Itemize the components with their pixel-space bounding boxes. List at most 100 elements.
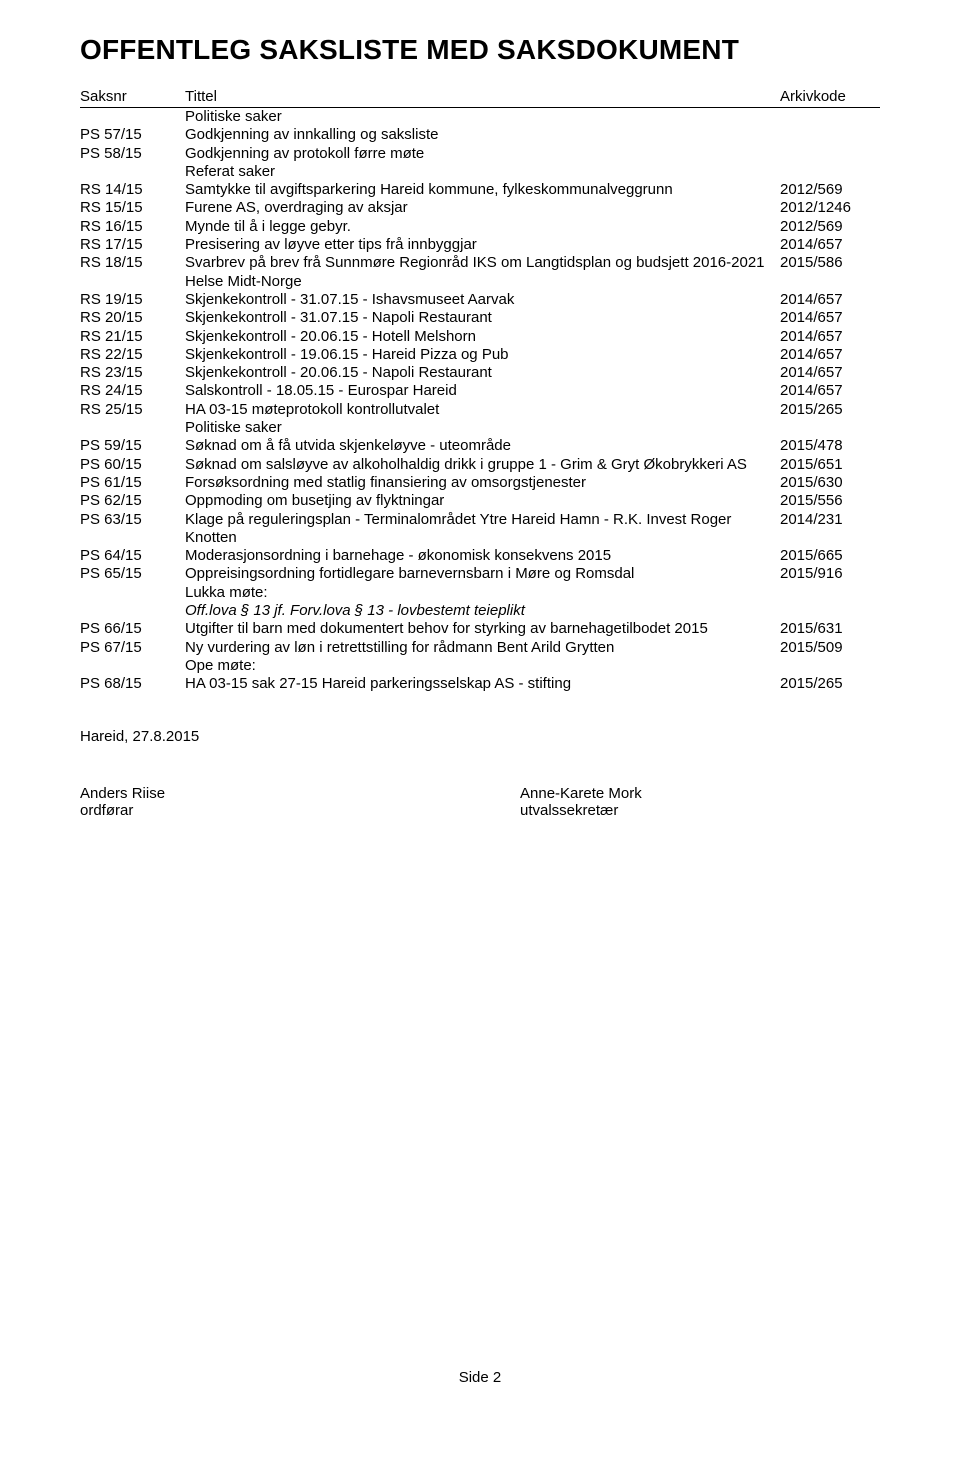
cell-arkiv: 2014/231 <box>780 511 880 529</box>
table-row: Ope møte: <box>80 657 880 675</box>
table-row: PS 67/15Ny vurdering av løn i retrettsti… <box>80 639 880 657</box>
table-row: Politiske saker <box>80 419 880 437</box>
cell-tittel: HA 03-15 møteprotokoll kontrollutvalet <box>185 401 780 419</box>
table-row: PS 68/15HA 03-15 sak 27-15 Hareid parker… <box>80 675 880 693</box>
table-row: RS 15/15Furene AS, overdraging av aksjar… <box>80 199 880 217</box>
cell-tittel: Skjenkekontroll - 20.06.15 - Hotell Mels… <box>185 328 780 346</box>
table-row: PS 64/15Moderasjonsordning i barnehage -… <box>80 547 880 565</box>
table-row: RS 18/15Svarbrev på brev frå Sunnmøre Re… <box>80 254 880 291</box>
cell-arkiv: 2015/631 <box>780 620 880 638</box>
cell-tittel: Salskontroll - 18.05.15 - Eurospar Harei… <box>185 382 780 400</box>
cell-tittel: Svarbrev på brev frå Sunnmøre Regionråd … <box>185 254 780 291</box>
cell-tittel: Godkjenning av innkalling og saksliste <box>185 126 780 144</box>
cell-saksnr: PS 62/15 <box>80 492 185 510</box>
table-row: RS 16/15Mynde til å i legge gebyr.2012/5… <box>80 218 880 236</box>
cell-arkiv: 2012/1246 <box>780 199 880 217</box>
cell-saksnr: RS 15/15 <box>80 199 185 217</box>
page-title: OFFENTLEG SAKSLISTE MED SAKSDOKUMENT <box>80 34 880 66</box>
cell-tittel: Referat saker <box>185 163 780 181</box>
cell-arkiv: 2015/651 <box>780 456 880 474</box>
cell-tittel: Politiske saker <box>185 419 780 437</box>
cell-tittel: Forsøksordning med statlig finansiering … <box>185 474 780 492</box>
cell-saksnr: PS 63/15 <box>80 511 185 529</box>
cell-tittel: Presisering av løyve etter tips frå innb… <box>185 236 780 254</box>
table-body: Politiske sakerPS 57/15Godkjenning av in… <box>80 108 880 694</box>
cell-saksnr: PS 66/15 <box>80 620 185 638</box>
signature-right: Anne-Karete Mork utvalssekretær <box>520 785 880 819</box>
cell-arkiv: 2015/265 <box>780 401 880 419</box>
signature-left-role: ordførar <box>80 802 520 819</box>
signature-right-name: Anne-Karete Mork <box>520 785 880 802</box>
cell-saksnr: RS 23/15 <box>80 364 185 382</box>
cell-saksnr: PS 61/15 <box>80 474 185 492</box>
cell-arkiv: 2015/478 <box>780 437 880 455</box>
cell-tittel: Ny vurdering av løn i retrettstilling fo… <box>185 639 780 657</box>
cell-saksnr: RS 20/15 <box>80 309 185 327</box>
table-row: RS 14/15Samtykke til avgiftsparkering Ha… <box>80 181 880 199</box>
cell-tittel: Søknad om salsløyve av alkoholhaldig dri… <box>185 456 780 474</box>
cell-saksnr: PS 68/15 <box>80 675 185 693</box>
cell-arkiv: 2015/665 <box>780 547 880 565</box>
cell-tittel: Oppmoding om busetjing av flyktningar <box>185 492 780 510</box>
table-row: PS 63/15Klage på reguleringsplan - Termi… <box>80 511 880 548</box>
signature-left: Anders Riise ordførar <box>80 785 520 819</box>
cell-tittel: Lukka møte: <box>185 584 780 602</box>
table-row: PS 60/15Søknad om salsløyve av alkoholha… <box>80 456 880 474</box>
cell-saksnr: PS 64/15 <box>80 547 185 565</box>
signature-left-name: Anders Riise <box>80 785 520 802</box>
table-row: RS 21/15Skjenkekontroll - 20.06.15 - Hot… <box>80 328 880 346</box>
cell-tittel: Politiske saker <box>185 108 780 126</box>
cell-arkiv: 2014/657 <box>780 346 880 364</box>
table-row: RS 25/15HA 03-15 møteprotokoll kontrollu… <box>80 401 880 419</box>
cell-tittel: Samtykke til avgiftsparkering Hareid kom… <box>185 181 780 199</box>
cell-tittel: HA 03-15 sak 27-15 Hareid parkeringssels… <box>185 675 780 693</box>
cell-saksnr: PS 57/15 <box>80 126 185 144</box>
table-row: PS 65/15Oppreisingsordning fortidlegare … <box>80 565 880 583</box>
col-header-saksnr: Saksnr <box>80 88 185 105</box>
table-row: RS 19/15Skjenkekontroll - 31.07.15 - Ish… <box>80 291 880 309</box>
cell-arkiv: 2015/586 <box>780 254 880 272</box>
cell-tittel: Skjenkekontroll - 31.07.15 - Napoli Rest… <box>185 309 780 327</box>
cell-saksnr: PS 58/15 <box>80 145 185 163</box>
cell-saksnr: PS 67/15 <box>80 639 185 657</box>
table-row: RS 20/15Skjenkekontroll - 31.07.15 - Nap… <box>80 309 880 327</box>
table-row: PS 61/15Forsøksordning med statlig finan… <box>80 474 880 492</box>
cell-arkiv: 2012/569 <box>780 181 880 199</box>
cell-saksnr: RS 22/15 <box>80 346 185 364</box>
cell-tittel: Klage på reguleringsplan - Terminalområd… <box>185 511 780 548</box>
page-footer: Side 2 <box>0 1369 960 1386</box>
table-row: PS 66/15Utgifter til barn med dokumenter… <box>80 620 880 638</box>
table-row: PS 57/15Godkjenning av innkalling og sak… <box>80 126 880 144</box>
cell-saksnr: RS 25/15 <box>80 401 185 419</box>
table-row: Politiske saker <box>80 108 880 126</box>
cell-tittel: Off.lova § 13 jf. Forv.lova § 13 - lovbe… <box>185 602 780 620</box>
cell-tittel: Ope møte: <box>185 657 780 675</box>
cell-saksnr: RS 24/15 <box>80 382 185 400</box>
cell-arkiv: 2015/916 <box>780 565 880 583</box>
cell-saksnr: RS 17/15 <box>80 236 185 254</box>
cell-saksnr: PS 60/15 <box>80 456 185 474</box>
cell-arkiv: 2014/657 <box>780 364 880 382</box>
cell-arkiv: 2014/657 <box>780 309 880 327</box>
table-row: PS 59/15Søknad om å få utvida skjenkeløy… <box>80 437 880 455</box>
cell-arkiv: 2014/657 <box>780 291 880 309</box>
table-row: RS 23/15Skjenkekontroll - 20.06.15 - Nap… <box>80 364 880 382</box>
cell-saksnr: RS 19/15 <box>80 291 185 309</box>
date-place: Hareid, 27.8.2015 <box>80 728 880 745</box>
cell-saksnr: RS 18/15 <box>80 254 185 272</box>
cell-tittel: Utgifter til barn med dokumentert behov … <box>185 620 780 638</box>
cell-arkiv: 2015/630 <box>780 474 880 492</box>
cell-arkiv: 2015/556 <box>780 492 880 510</box>
cell-tittel: Skjenkekontroll - 20.06.15 - Napoli Rest… <box>185 364 780 382</box>
cell-tittel: Søknad om å få utvida skjenkeløyve - ute… <box>185 437 780 455</box>
cell-tittel: Oppreisingsordning fortidlegare barnever… <box>185 565 780 583</box>
signature-block: Anders Riise ordførar Anne-Karete Mork u… <box>80 785 880 819</box>
table-row: Off.lova § 13 jf. Forv.lova § 13 - lovbe… <box>80 602 880 620</box>
cell-saksnr: RS 21/15 <box>80 328 185 346</box>
cell-tittel: Skjenkekontroll - 31.07.15 - Ishavsmusee… <box>185 291 780 309</box>
cell-tittel: Godkjenning av protokoll førre møte <box>185 145 780 163</box>
cell-saksnr: RS 14/15 <box>80 181 185 199</box>
cell-tittel: Moderasjonsordning i barnehage - økonomi… <box>185 547 780 565</box>
table-row: Lukka møte: <box>80 584 880 602</box>
cell-saksnr: PS 59/15 <box>80 437 185 455</box>
